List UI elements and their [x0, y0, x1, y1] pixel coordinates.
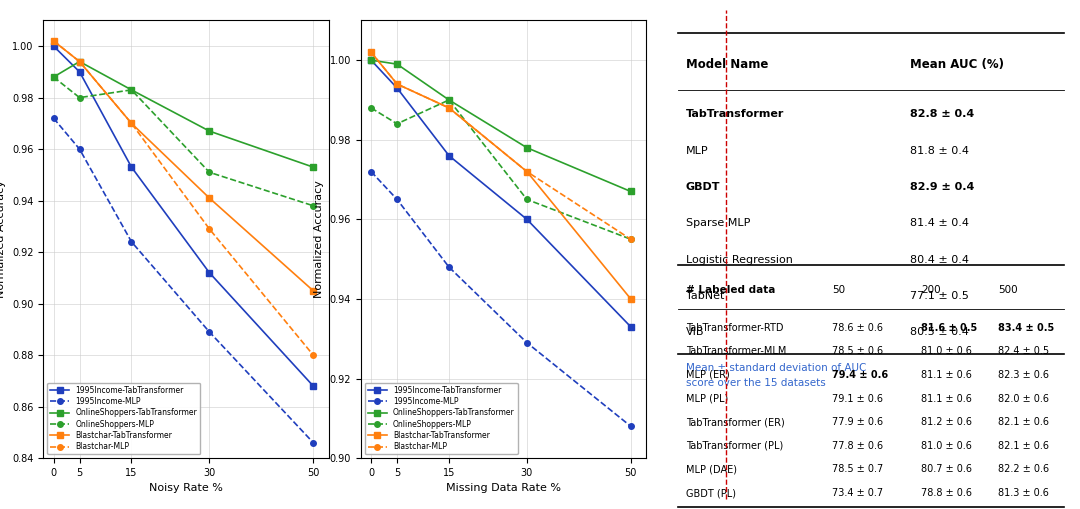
Text: 500: 500: [998, 285, 1017, 295]
Text: 81.2 ± 0.6: 81.2 ± 0.6: [921, 417, 972, 427]
Text: TabTransformer (ER): TabTransformer (ER): [686, 417, 785, 427]
Text: 83.4 ± 0.5: 83.4 ± 0.5: [998, 323, 1054, 333]
Text: TabTransformer (PL): TabTransformer (PL): [686, 441, 783, 451]
Text: Mean ± standard deviation of AUC
score over the 15 datasets: Mean ± standard deviation of AUC score o…: [686, 363, 866, 388]
Text: Logistic Regression: Logistic Regression: [686, 255, 793, 265]
Text: MLP (PL): MLP (PL): [686, 393, 728, 404]
Text: Sparse MLP: Sparse MLP: [686, 218, 751, 229]
Text: 81.6 ± 0.5: 81.6 ± 0.5: [921, 323, 977, 333]
Text: 81.1 ± 0.6: 81.1 ± 0.6: [921, 393, 972, 404]
Text: 73.4 ± 0.7: 73.4 ± 0.7: [833, 488, 883, 498]
Text: 77.1 ± 0.5: 77.1 ± 0.5: [909, 291, 969, 301]
Text: 81.1 ± 0.6: 81.1 ± 0.6: [921, 370, 972, 380]
Text: 81.3 ± 0.6: 81.3 ± 0.6: [998, 488, 1049, 498]
Text: 80.5 ± 0.4: 80.5 ± 0.4: [909, 327, 969, 337]
Text: 82.3 ± 0.6: 82.3 ± 0.6: [998, 370, 1050, 380]
Text: 80.4 ± 0.4: 80.4 ± 0.4: [909, 255, 969, 265]
Text: 82.0 ± 0.6: 82.0 ± 0.6: [998, 393, 1050, 404]
Text: GBDT (PL): GBDT (PL): [686, 488, 735, 498]
Text: 82.9 ± 0.4: 82.9 ± 0.4: [909, 182, 974, 192]
Text: MLP (ER): MLP (ER): [686, 370, 730, 380]
Text: 81.4 ± 0.4: 81.4 ± 0.4: [909, 218, 969, 229]
Legend: 1995Income-TabTransformer, 1995Income-MLP, OnlineShoppers-TabTransformer, Online: 1995Income-TabTransformer, 1995Income-ML…: [365, 383, 517, 454]
Text: 77.9 ± 0.6: 77.9 ± 0.6: [833, 417, 883, 427]
Text: 82.4 ± 0.5: 82.4 ± 0.5: [998, 346, 1050, 356]
Text: 50: 50: [833, 285, 846, 295]
Text: TabTransformer: TabTransformer: [686, 109, 784, 120]
Text: 79.4 ± 0.6: 79.4 ± 0.6: [833, 370, 889, 380]
Text: MLP (DAE): MLP (DAE): [686, 465, 737, 474]
X-axis label: Missing Data Rate %: Missing Data Rate %: [446, 484, 561, 493]
X-axis label: Noisy Rate %: Noisy Rate %: [149, 484, 222, 493]
Text: 82.1 ± 0.6: 82.1 ± 0.6: [998, 417, 1050, 427]
Text: GBDT: GBDT: [686, 182, 720, 192]
Text: 78.5 ± 0.7: 78.5 ± 0.7: [833, 465, 883, 474]
Text: Mean AUC (%): Mean AUC (%): [909, 58, 1003, 71]
Text: 78.5 ± 0.6: 78.5 ± 0.6: [833, 346, 883, 356]
Text: 79.1 ± 0.6: 79.1 ± 0.6: [833, 393, 883, 404]
Text: 77.8 ± 0.6: 77.8 ± 0.6: [833, 441, 883, 451]
Text: # Labeled data: # Labeled data: [686, 285, 775, 295]
Y-axis label: Normalized Accuracy: Normalized Accuracy: [0, 180, 6, 298]
Text: Model Name: Model Name: [686, 58, 768, 71]
Text: 82.1 ± 0.6: 82.1 ± 0.6: [998, 441, 1050, 451]
Text: 81.0 ± 0.6: 81.0 ± 0.6: [921, 441, 972, 451]
Text: 78.6 ± 0.6: 78.6 ± 0.6: [833, 323, 883, 333]
Text: VIB: VIB: [686, 327, 704, 337]
Text: TabNet: TabNet: [686, 291, 725, 301]
Text: MLP: MLP: [686, 146, 708, 156]
Text: 80.7 ± 0.6: 80.7 ± 0.6: [921, 465, 972, 474]
Text: TabTransformer-RTD: TabTransformer-RTD: [686, 323, 783, 333]
Text: 82.8 ± 0.4: 82.8 ± 0.4: [909, 109, 974, 120]
Legend: 1995Income-TabTransformer, 1995Income-MLP, OnlineShoppers-TabTransformer, Online: 1995Income-TabTransformer, 1995Income-ML…: [48, 383, 200, 454]
Text: 81.0 ± 0.6: 81.0 ± 0.6: [921, 346, 972, 356]
Text: 82.2 ± 0.6: 82.2 ± 0.6: [998, 465, 1050, 474]
Text: 81.8 ± 0.4: 81.8 ± 0.4: [909, 146, 969, 156]
Text: 200: 200: [921, 285, 941, 295]
Text: 78.8 ± 0.6: 78.8 ± 0.6: [921, 488, 972, 498]
Y-axis label: Normalized Accuracy: Normalized Accuracy: [314, 180, 324, 298]
Text: TabTransformer-MLM: TabTransformer-MLM: [686, 346, 786, 356]
